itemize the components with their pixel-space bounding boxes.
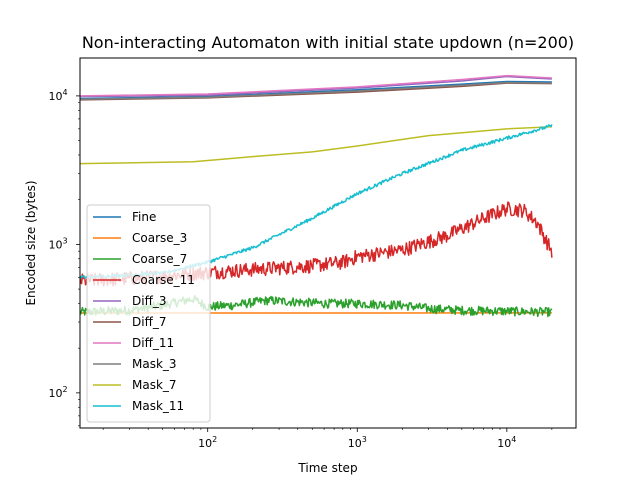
series-line-diff-11 <box>80 74 552 97</box>
series-line-diff-3 <box>80 75 552 98</box>
legend-label-mask-7: Mask_7 <box>132 378 177 392</box>
legend-label-coarse-7: Coarse_7 <box>132 252 187 266</box>
legend-label-diff-3: Diff_3 <box>132 294 166 308</box>
legend-label-diff-11: Diff_11 <box>132 336 174 350</box>
series-line-mask-3 <box>80 81 552 100</box>
legend-label-diff-7: Diff_7 <box>132 315 166 329</box>
series-line-mask-7 <box>80 125 552 165</box>
legend-label-mask-3: Mask_3 <box>132 357 177 371</box>
legend-label-coarse-11: Coarse_11 <box>132 273 195 287</box>
y-axis-label: Encoded size (bytes) <box>24 180 38 305</box>
legend-label-fine: Fine <box>132 210 156 224</box>
legend: Fine Coarse_3 Coarse_7 Coarse_11 Diff_3 Diff_… <box>86 204 211 423</box>
legend-label-coarse-3: Coarse_3 <box>132 231 187 245</box>
legend-label-mask-11: Mask_11 <box>132 399 184 413</box>
x-axis-label: Time step <box>297 461 357 475</box>
plot-area-frame <box>79 57 577 429</box>
chart-title: Non-interacting Automaton with initial s… <box>82 33 574 52</box>
